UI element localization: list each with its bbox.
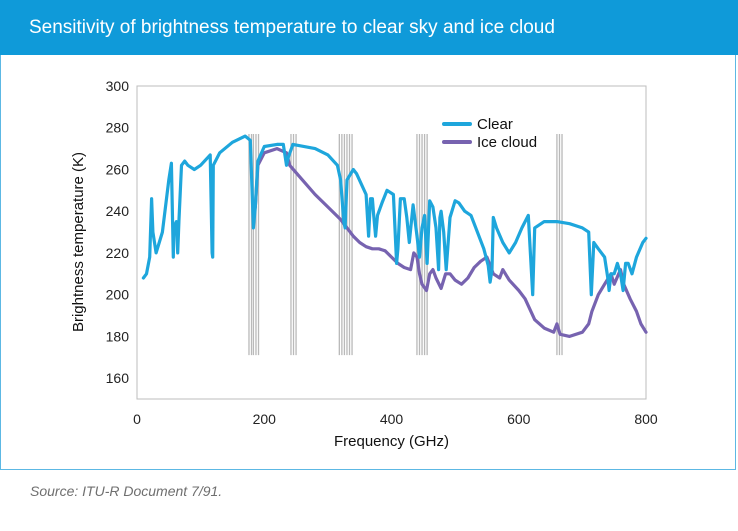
y-tick-260: 260: [106, 161, 130, 177]
source-note: Source: ITU-R Document 7/91.: [30, 483, 223, 499]
legend-label-clear: Clear: [477, 116, 513, 133]
y-axis-title: Brightness temperature (K): [70, 152, 87, 332]
x-tick-labels: 0 200 400 600 800: [133, 411, 658, 427]
x-axis-title: Frequency (GHz): [334, 433, 449, 450]
x-tick-200: 200: [253, 411, 277, 427]
series-lines: [141, 134, 648, 338]
y-tick-280: 280: [106, 120, 130, 136]
y-tick-300: 300: [106, 78, 130, 94]
page-title: Sensitivity of brightness temperature to…: [0, 0, 738, 55]
legend: Clear Ice cloud: [442, 116, 537, 151]
x-tick-800: 800: [634, 411, 658, 427]
y-tick-220: 220: [106, 245, 130, 261]
x-tick-400: 400: [380, 411, 404, 427]
x-tick-600: 600: [507, 411, 531, 427]
y-tick-160: 160: [106, 370, 130, 386]
y-tick-240: 240: [106, 203, 130, 219]
x-tick-0: 0: [133, 411, 141, 427]
legend-label-ice-cloud: Ice cloud: [477, 134, 537, 151]
y-tick-200: 200: [106, 287, 130, 303]
y-tick-180: 180: [106, 328, 130, 344]
plot-area: [136, 85, 647, 400]
series-line-clear: [141, 134, 648, 297]
y-tick-labels: 160 180 200 220 240 260 280 300: [106, 78, 130, 386]
